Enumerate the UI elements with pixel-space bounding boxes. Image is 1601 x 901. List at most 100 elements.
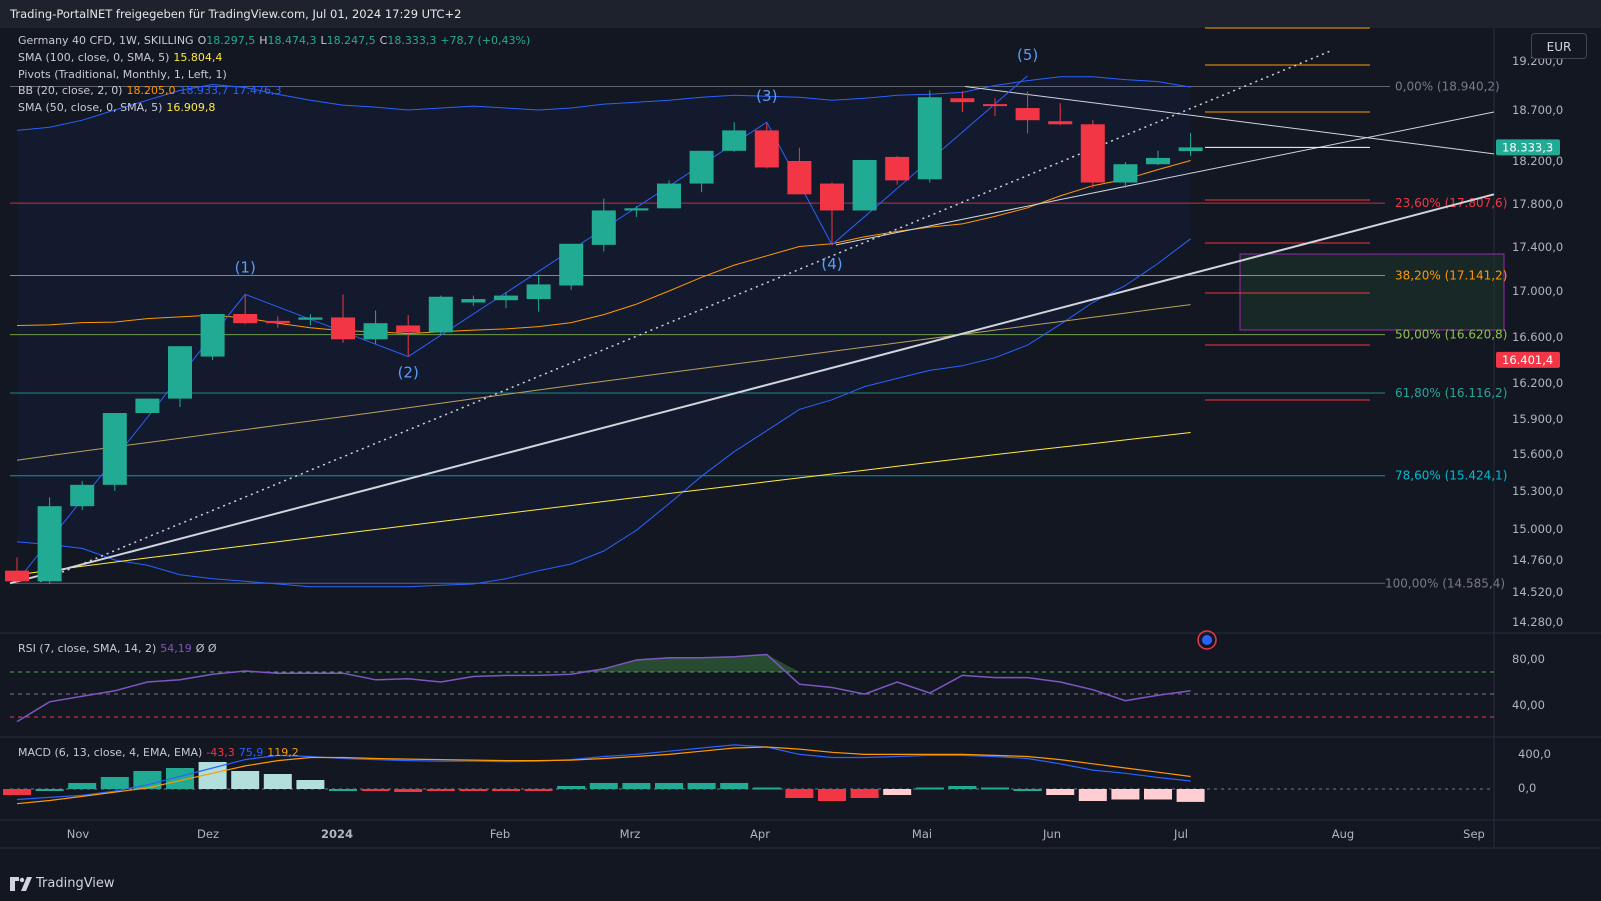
price-axis-label: 14.760,0 [1512, 553, 1563, 567]
macd-histogram-bar [426, 789, 455, 791]
candle-body [37, 506, 62, 582]
candle-body [787, 161, 812, 195]
macd-hist-value: -43,3 [206, 746, 235, 759]
sma100-legend[interactable]: SMA (100, close, 0, SMA, 5) 15.804,4 [18, 51, 226, 64]
bb-legend[interactable]: BB (20, close, 2, 0) 18.205,0 18.933,7 17.4… [18, 84, 285, 97]
sma100-label: SMA (100, close, 0, SMA, 5) [18, 51, 170, 64]
macd-histogram-bar [263, 774, 292, 789]
bb-mid-value: 18.205,0 [126, 84, 176, 97]
price-axis-label: 15.900,0 [1512, 412, 1563, 426]
sma50-line [16, 304, 1191, 461]
candle-body [657, 183, 681, 209]
high-value: 18.474,3 [267, 34, 317, 47]
time-axis-label: Mai [912, 827, 932, 841]
macd-legend[interactable]: MACD (6, 13, close, 4, EMA, EMA) -43,3 75,… [18, 746, 303, 759]
price-axis-label: 15.300,0 [1512, 484, 1563, 498]
macd-histogram-bar [394, 789, 423, 792]
bb-fill [17, 76, 1191, 587]
price-chart[interactable]: 0,00% (18.940,2) 23,60% (17.807,6) 38,20% … [0, 0, 1601, 872]
macd-histogram-bar [981, 787, 1009, 790]
macd-histogram-bar [589, 783, 618, 789]
sma50-legend[interactable]: SMA (50, close, 0, SMA, 5) 16.909,8 [18, 101, 219, 114]
macd-histogram-bar [883, 789, 912, 795]
price-axis-label: 14.280,0 [1512, 615, 1563, 629]
sma100-value: 15.804,4 [173, 51, 223, 64]
time-axis-label: Dez [197, 827, 219, 841]
macd-histogram-bar [361, 789, 390, 791]
candle-body [950, 98, 975, 103]
macd-histogram-bar [948, 786, 977, 789]
macd-histogram-bar [655, 783, 683, 789]
candle-body [1113, 164, 1138, 183]
price-axis-label: 16.200,0 [1512, 376, 1563, 390]
price-tag-label: 18.333,3 [1502, 140, 1553, 154]
rsi-axis-label: 80,00 [1512, 652, 1545, 666]
low-value: 18.247,5 [326, 34, 376, 47]
macd-label: MACD (6, 13, close, 4, EMA, EMA) [18, 746, 203, 759]
currency-button[interactable]: EUR [1531, 33, 1587, 59]
price-axis-label: 17.400,0 [1512, 240, 1563, 254]
bb-label: BB (20, close, 2, 0) [18, 84, 123, 97]
price-axis-label: 15.000,0 [1512, 522, 1563, 536]
candle-body [200, 314, 225, 357]
macd-histogram-bar [1111, 789, 1140, 800]
channel-upper-line [964, 85, 1495, 155]
high-label: H [259, 34, 268, 47]
wave-label: (3) [756, 87, 777, 105]
macd-histogram-bar [1078, 789, 1107, 801]
macd-histogram-bar [3, 789, 31, 795]
time-axis-label: 2024 [321, 827, 353, 841]
macd-histogram-bar [133, 771, 162, 789]
sma100-line [16, 432, 1191, 576]
rsi-legend[interactable]: RSI (7, close, SMA, 14, 2) 54,19 Ø Ø [18, 642, 221, 655]
candle-body [983, 104, 1007, 107]
symbol-name[interactable]: Germany 40 CFD, 1W, SKILLING [18, 34, 194, 47]
rsi-value: 54,19 [160, 642, 192, 655]
macd-histogram-bar [1013, 789, 1042, 791]
macd-histogram-bar [622, 783, 651, 789]
close-value: 18.333,3 [387, 34, 437, 47]
macd-histogram-bar [492, 789, 520, 791]
time-axis-label: Jun [1042, 827, 1061, 841]
sma50-value: 16.909,8 [166, 101, 216, 114]
macd-histogram-bar [329, 789, 357, 791]
time-axis-label: Feb [490, 827, 510, 841]
rsi-axis-label: 40,00 [1512, 698, 1545, 712]
candle-body [396, 325, 421, 333]
fib-level-label: 50,00% (16.620,8) [1395, 328, 1507, 342]
rsi-extra: Ø Ø [195, 642, 217, 655]
candle-body [233, 314, 258, 324]
macd-histogram-bar [557, 786, 586, 789]
candle-body [559, 243, 584, 286]
tradingview-logo-icon [10, 876, 32, 891]
macd-histogram-bar [785, 789, 814, 798]
pivots-legend[interactable]: Pivots (Traditional, Monthly, 1, Left, 1… [18, 68, 231, 81]
macd-histogram-bar [100, 777, 129, 789]
footer [0, 871, 1601, 901]
macd-signal-line [16, 746, 1191, 805]
candle-body [298, 317, 323, 320]
price-axis-label: 14.520,0 [1512, 585, 1563, 599]
candle-body [852, 159, 877, 211]
candle-body [885, 156, 910, 181]
candle-body [102, 413, 127, 485]
candle-body [461, 299, 486, 303]
candle-body [624, 208, 649, 211]
macd-histogram-bar [687, 783, 716, 789]
share-header-text: Trading-PortalNET freigegeben für Tradin… [10, 7, 462, 21]
share-header: Trading-PortalNET freigegeben für Tradin… [0, 0, 1601, 28]
channel-lower-line [835, 111, 1495, 246]
macd-histogram-bar [68, 783, 97, 789]
wave-label: (2) [398, 363, 419, 381]
tradingview-brand[interactable]: TradingView [10, 876, 115, 891]
macd-line [16, 744, 1191, 801]
bb-lower-value: 17.476,3 [232, 84, 282, 97]
wave-label: (1) [235, 258, 256, 276]
target-zone-box [1239, 253, 1505, 331]
price-tag-label: 16.401,4 [1502, 353, 1553, 367]
rsi-line [16, 653, 1191, 723]
macd-histogram-bar [850, 789, 879, 798]
candle-body [722, 130, 747, 151]
symbol-legend[interactable]: Germany 40 CFD, 1W, SKILLING O18.297,5 H18… [18, 34, 534, 47]
candle-body [1146, 157, 1170, 165]
